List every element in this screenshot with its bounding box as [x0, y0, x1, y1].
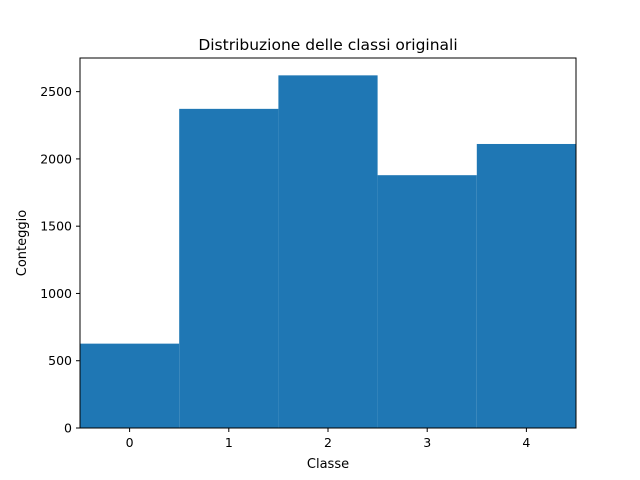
- x-tick-label: 1: [225, 435, 233, 450]
- y-axis-label: Conteggio: [15, 210, 30, 276]
- bars: [80, 75, 576, 429]
- bar-class-2: [278, 75, 378, 429]
- bar-class-0: [80, 343, 180, 428]
- x-axis-label: Classe: [307, 457, 349, 472]
- x-tick-label: 2: [324, 435, 332, 450]
- bar-class-1: [179, 108, 279, 428]
- y-tick-label: 2500: [40, 84, 72, 99]
- bar-class-3: [377, 175, 477, 428]
- y-tick-label: 500: [48, 353, 72, 368]
- y-tick-label: 1000: [40, 286, 72, 301]
- y-axis: 0 500 1000 1500 2000 2500: [40, 84, 80, 436]
- x-tick-label: 3: [423, 435, 431, 450]
- y-tick-label: 2000: [40, 151, 72, 166]
- x-axis: 0 1 2 3 4: [126, 428, 530, 450]
- bar-class-4: [476, 143, 576, 428]
- y-tick-label: 0: [64, 421, 72, 436]
- x-tick-label: 0: [126, 435, 134, 450]
- chart-title: Distribuzione delle classi originali: [198, 36, 457, 54]
- y-tick-label: 1500: [40, 219, 72, 234]
- x-tick-label: 4: [522, 435, 530, 450]
